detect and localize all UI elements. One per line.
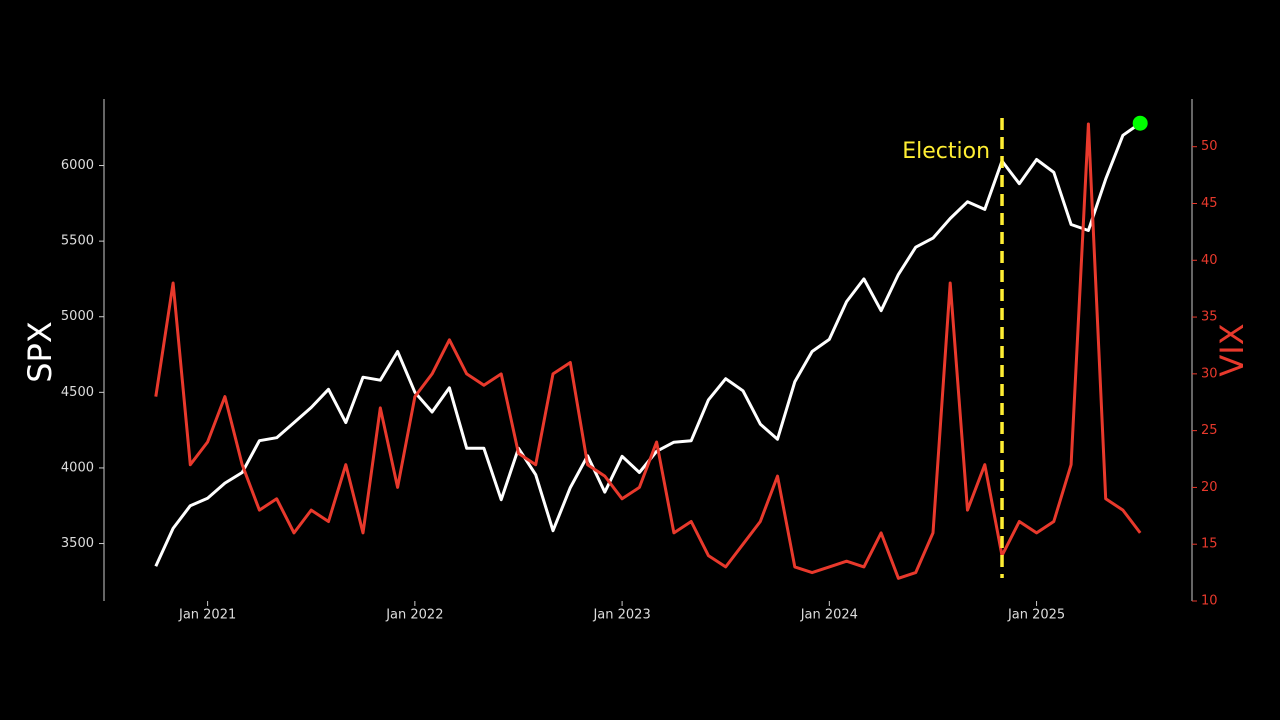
y2-tick-label: 30 (1201, 366, 1218, 381)
x-tick-label: Jan 2024 (800, 608, 858, 623)
x-tick-label: Jan 2023 (592, 608, 650, 623)
y-tick-label: 3500 (61, 536, 94, 551)
y2-tick-label: 45 (1201, 196, 1218, 211)
y-tick-label: 4000 (61, 460, 94, 475)
y2-axis-label: VIX (1213, 323, 1251, 376)
election-label: Election (902, 139, 990, 164)
end-marker (1132, 115, 1148, 131)
y-tick-label: 5500 (61, 234, 94, 249)
y2-tick-label: 35 (1201, 310, 1218, 325)
y-tick-label: 4500 (61, 385, 94, 400)
y2-tick-label: 20 (1201, 480, 1218, 495)
y-axis-label: SPX (21, 321, 59, 383)
y-tick-label: 6000 (61, 158, 94, 173)
x-tick-label: Jan 2022 (385, 608, 443, 623)
y2-tick-label: 15 (1201, 537, 1218, 552)
y2-tick-label: 25 (1201, 423, 1218, 438)
x-tick-label: Jan 2021 (178, 608, 236, 623)
y2-tick-label: 40 (1201, 253, 1218, 268)
series-line (154, 122, 1142, 580)
y2-tick-label: 10 (1201, 594, 1218, 609)
y-tick-label: 5000 (61, 309, 94, 324)
x-tick-label: Jan 2025 (1007, 608, 1065, 623)
y2-tick-label: 50 (1201, 139, 1218, 154)
